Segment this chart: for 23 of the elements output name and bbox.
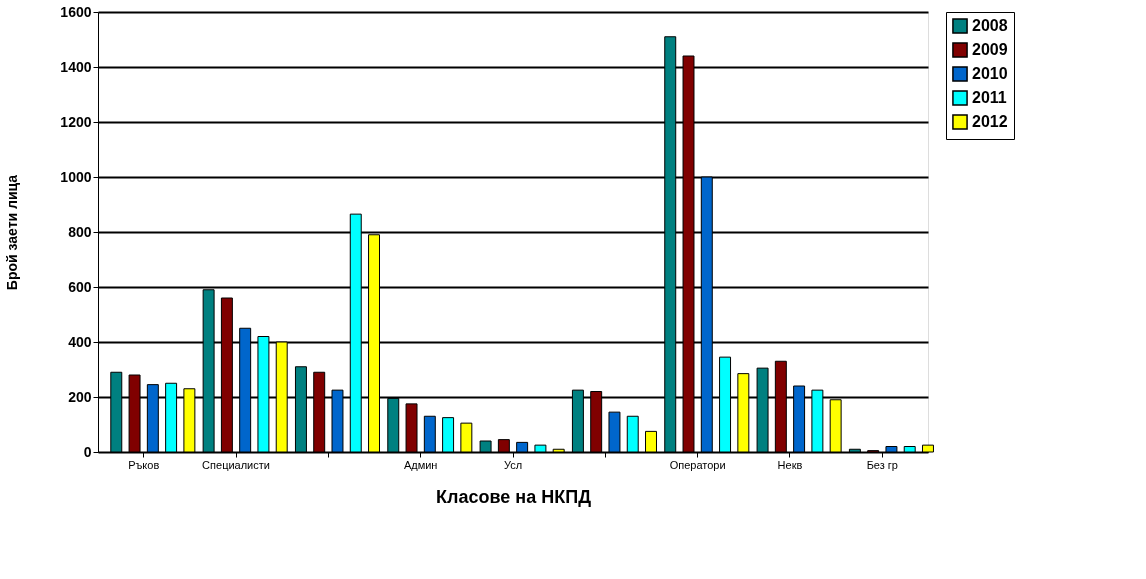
- x-tick-label: Специалисти: [202, 458, 270, 471]
- x-tick-label: Усл: [503, 458, 523, 471]
- y-tick-label: 1400: [60, 58, 92, 75]
- legend-label: 2008: [972, 17, 1008, 34]
- y-tick-label: 400: [68, 333, 92, 350]
- legend-label: 2009: [972, 41, 1008, 58]
- y-tick-label: 800: [68, 223, 92, 240]
- y-tick-label: 1600: [60, 3, 92, 20]
- legend-label: 2011: [972, 89, 1007, 106]
- y-tick-label: 200: [68, 388, 92, 405]
- x-tick-label: Некв: [777, 458, 803, 471]
- x-tick-label: Ръков: [128, 458, 160, 471]
- legend-label: 2010: [972, 65, 1008, 82]
- y-tick-label: 600: [68, 278, 92, 295]
- y-tick-label: 1200: [60, 113, 92, 130]
- legend-label: 2012: [972, 113, 1008, 130]
- x-tick-label: Без гр: [866, 458, 898, 471]
- y-tick-label: 1000: [60, 168, 92, 185]
- y-axis-title: Брой заети лица: [4, 174, 21, 291]
- x-tick-label: Оператори: [669, 458, 726, 471]
- x-axis-title: Класове на НКПД: [436, 486, 592, 507]
- y-tick-label: 0: [83, 443, 92, 460]
- x-tick-label: Админ: [403, 458, 438, 471]
